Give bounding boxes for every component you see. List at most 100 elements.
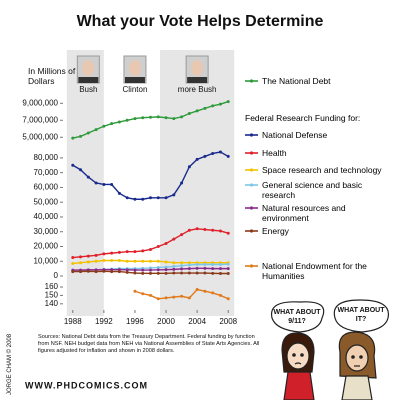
data-point: [141, 197, 145, 201]
data-point: [141, 116, 145, 120]
data-point: [102, 259, 106, 263]
era-shading: [66, 50, 235, 316]
data-point: [156, 297, 160, 301]
data-point: [195, 109, 199, 113]
data-point: [94, 270, 98, 274]
data-point: [79, 168, 83, 172]
data-point: [156, 244, 160, 248]
data-point: [110, 259, 114, 263]
data-point: [195, 288, 199, 292]
data-point: [71, 136, 75, 140]
legend-label: Natural resources and environment: [262, 203, 346, 223]
legend-title: Federal Research Funding for:: [245, 113, 361, 123]
data-point: [195, 227, 199, 231]
data-point: [94, 181, 98, 185]
data-point: [187, 165, 191, 169]
data-point: [94, 253, 98, 257]
data-point: [180, 261, 184, 265]
data-point: [187, 263, 191, 267]
copyright: JORGE CHAM © 2008: [6, 333, 13, 395]
y-tick-label: 160: [45, 282, 59, 291]
data-point: [156, 115, 160, 119]
data-point: [133, 117, 137, 121]
data-point: [125, 259, 129, 263]
data-point: [187, 228, 191, 232]
data-point: [71, 256, 75, 260]
x-tick-label: 2008: [219, 317, 237, 326]
era-label: more Bush: [178, 85, 217, 94]
data-point: [125, 268, 129, 272]
data-point: [79, 261, 83, 265]
legend-swatch-dot: [249, 151, 254, 155]
data-point: [226, 262, 230, 266]
data-point: [172, 271, 176, 275]
president-photo: [185, 55, 209, 84]
legend-swatch-dot: [249, 79, 254, 83]
data-point: [195, 266, 199, 270]
data-point: [203, 271, 207, 275]
data-point: [172, 193, 176, 197]
y-tick-label: 50,000: [34, 197, 59, 206]
photo-face: [82, 60, 95, 76]
data-point: [172, 264, 176, 268]
data-point: [86, 260, 90, 264]
legend-swatch-dot: [249, 168, 254, 172]
data-point: [180, 267, 184, 271]
y-tick-label: 5,000,000: [22, 132, 58, 141]
data-point: [226, 100, 230, 104]
data-point: [149, 259, 152, 263]
data-point: [187, 271, 191, 275]
president-photo: [76, 55, 100, 84]
photo-face: [191, 60, 204, 76]
data-point: [218, 150, 222, 154]
y-axis-label: In Millions of Dollars: [28, 66, 76, 86]
photo-suit: [78, 77, 99, 83]
data-point: [117, 191, 121, 195]
data-point: [211, 291, 215, 295]
data-point: [187, 261, 191, 265]
data-point: [226, 154, 230, 158]
data-point: [226, 231, 230, 235]
data-point: [180, 233, 184, 237]
data-point: [203, 106, 207, 110]
data-point: [180, 294, 184, 298]
y-tick-label: 10,000: [34, 256, 59, 265]
photo-suit: [187, 77, 208, 83]
data-point: [211, 271, 215, 275]
data-point: [172, 117, 176, 121]
x-tick-label: 2000: [157, 317, 175, 326]
data-point: [172, 267, 176, 271]
data-point: [86, 254, 90, 258]
y-tick-label: 9,000,000: [22, 98, 58, 107]
data-point: [149, 268, 152, 272]
x-tick-label: 1988: [64, 317, 82, 326]
y-tick-label: 140: [45, 299, 59, 308]
data-point: [218, 229, 222, 233]
y-tick-label: 40,000: [34, 212, 59, 221]
data-point: [79, 134, 83, 138]
y-tick-label: 0: [54, 271, 59, 280]
data-point: [180, 264, 184, 268]
data-point: [71, 261, 75, 265]
data-point: [133, 271, 137, 275]
data-point: [218, 262, 222, 266]
data-point: [164, 260, 168, 264]
comic: [270, 299, 390, 400]
x-tick-label: 2004: [188, 317, 206, 326]
y-tick-label: 30,000: [34, 227, 59, 236]
data-point: [125, 270, 129, 274]
y-tick-label: 70,000: [34, 168, 59, 177]
data-point: [149, 266, 152, 270]
x-tick-label: 1996: [126, 317, 144, 326]
data-point: [149, 115, 152, 119]
data-point: [203, 289, 207, 293]
legend-swatch-dot: [249, 183, 254, 187]
speech-text: WHAT ABOUT: [273, 309, 321, 316]
data-point: [79, 270, 83, 274]
data-point: [102, 252, 106, 256]
data-point: [203, 154, 207, 158]
source-note: Sources: National Debt data from the Tre…: [38, 334, 260, 354]
data-point: [226, 272, 230, 276]
data-point: [141, 249, 145, 253]
